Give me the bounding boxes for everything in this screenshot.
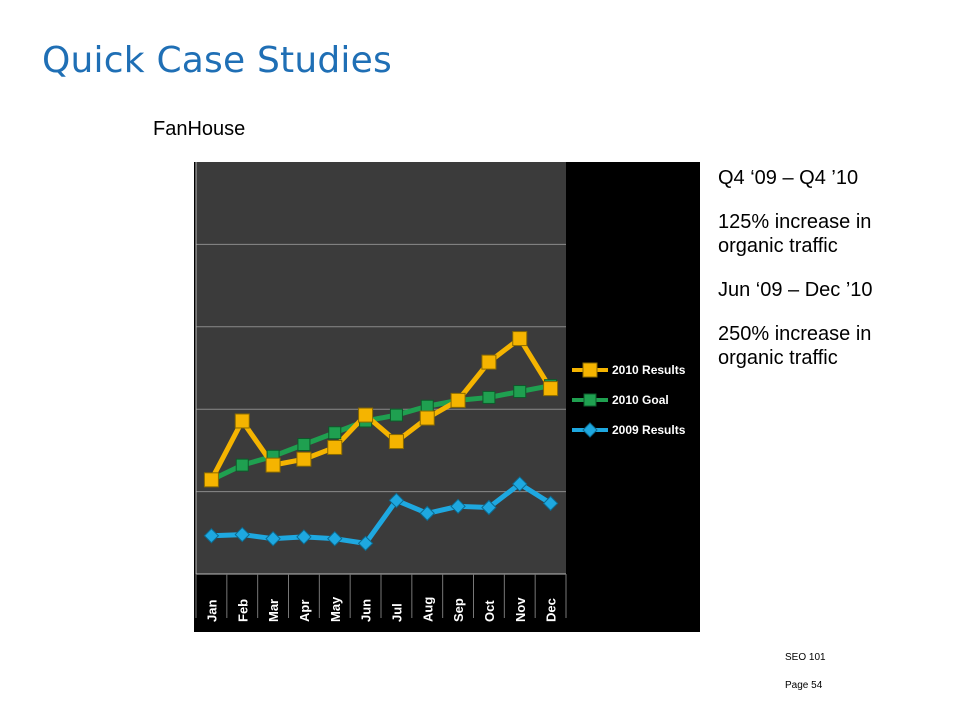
data-point: [265, 457, 281, 473]
x-tick-label: Jul: [389, 603, 404, 622]
legend-label: 2009 Results: [612, 423, 686, 437]
x-tick-label: Jun: [359, 599, 374, 622]
x-tick-label: Feb: [235, 599, 250, 622]
data-point: [357, 535, 374, 552]
data-point: [296, 451, 312, 467]
x-tick-label: Jan: [204, 600, 219, 622]
data-point: [234, 413, 250, 429]
data-point: [512, 331, 528, 347]
data-point: [327, 530, 343, 547]
x-tick-label: Mar: [266, 599, 281, 622]
data-point: [482, 390, 496, 404]
x-tick-label: Nov: [513, 597, 528, 622]
data-point: [358, 407, 374, 423]
footer-label: SEO 101: [785, 652, 826, 663]
data-point: [582, 422, 598, 438]
x-tick-label: Oct: [482, 600, 497, 622]
data-point: [512, 476, 528, 492]
data-point: [481, 499, 497, 516]
data-point: [328, 426, 342, 440]
data-point: [582, 362, 598, 378]
data-point: [235, 458, 249, 472]
data-point: [542, 495, 559, 512]
data-point: [296, 529, 312, 545]
data-point: [203, 472, 219, 488]
data-point: [450, 392, 466, 408]
data-point: [583, 393, 597, 407]
note-increase-1: 125% increase in organic traffic: [718, 211, 872, 257]
data-point: [327, 439, 343, 455]
note-increase-2: 250% increase in organic traffic: [718, 323, 872, 369]
legend-label: 2010 Results: [612, 363, 686, 377]
x-tick-label: May: [328, 596, 343, 622]
x-tick-label: Aug: [420, 597, 435, 622]
x-tick-label: Sep: [451, 598, 466, 622]
data-point: [389, 408, 403, 422]
notes-panel: Q4 ‘09 – Q4 ’10 125% increase in organic…: [718, 166, 938, 390]
data-point: [419, 505, 435, 522]
legend-label: 2010 Goal: [612, 393, 669, 407]
data-point: [419, 410, 435, 426]
note-period-1: Q4 ‘09 – Q4 ’10: [718, 167, 859, 189]
x-tick-label: Apr: [297, 600, 312, 622]
data-point: [234, 526, 250, 543]
data-point: [388, 434, 404, 450]
data-point: [297, 438, 311, 452]
data-point: [420, 399, 434, 413]
line-chart: Jan Feb Mar Apr May Jun Jul Aug Sep Oct Nov Dec 2010…: [195, 162, 686, 622]
data-point: [450, 498, 466, 515]
data-point: [265, 530, 281, 547]
note-period-2: Jun ‘09 – Dec ’10: [718, 279, 873, 301]
chart-container: Jan Feb Mar Apr May Jun Jul Aug Sep Oct Nov Dec 2010…: [194, 162, 700, 632]
data-point: [543, 381, 559, 397]
data-point: [203, 528, 220, 544]
plot-area: [196, 162, 566, 574]
data-point: [388, 492, 405, 509]
data-point: [513, 385, 527, 399]
x-tick-label: Dec: [544, 598, 559, 622]
data-point: [481, 354, 497, 370]
chart-subtitle: FanHouse: [153, 118, 246, 140]
slide-title: Quick Case Studies: [42, 40, 392, 81]
page-number: Page 54: [785, 680, 823, 691]
